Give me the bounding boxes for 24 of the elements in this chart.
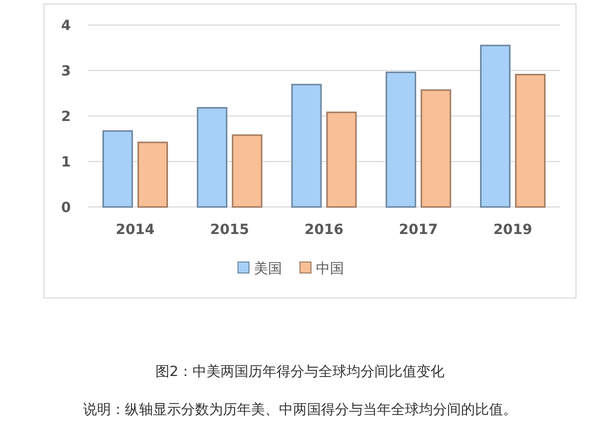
x-tick-label: 2015	[210, 222, 250, 238]
bar	[137, 142, 168, 208]
y-tick-label: 3	[61, 64, 71, 80]
legend-label: 中国	[316, 261, 344, 277]
bar	[386, 72, 416, 208]
x-tick-label: 2016	[304, 222, 344, 238]
bar	[515, 74, 546, 208]
text: 说明：纵轴显示分数为历年美、中两国得分与当年全球均分间的比值。	[83, 402, 517, 418]
y-tick-label: 1	[61, 154, 71, 170]
x-tick-label: 2017	[398, 222, 438, 238]
y-tick-label: 2	[61, 109, 71, 125]
y-tick-label: 4	[61, 18, 72, 34]
bar	[291, 84, 322, 208]
bar	[326, 112, 357, 208]
bar	[480, 44, 511, 208]
bar	[232, 134, 262, 208]
y-tick-label: 0	[61, 200, 72, 216]
text: 图2：中美两国历年得分与全球均分间比值变化	[156, 364, 444, 380]
legend-label: 美国	[254, 261, 282, 277]
bar	[196, 107, 228, 208]
bar	[420, 89, 452, 208]
x-tick-label: 2019	[493, 222, 532, 238]
x-tick-label: 2014	[116, 222, 155, 238]
bar	[102, 130, 133, 208]
